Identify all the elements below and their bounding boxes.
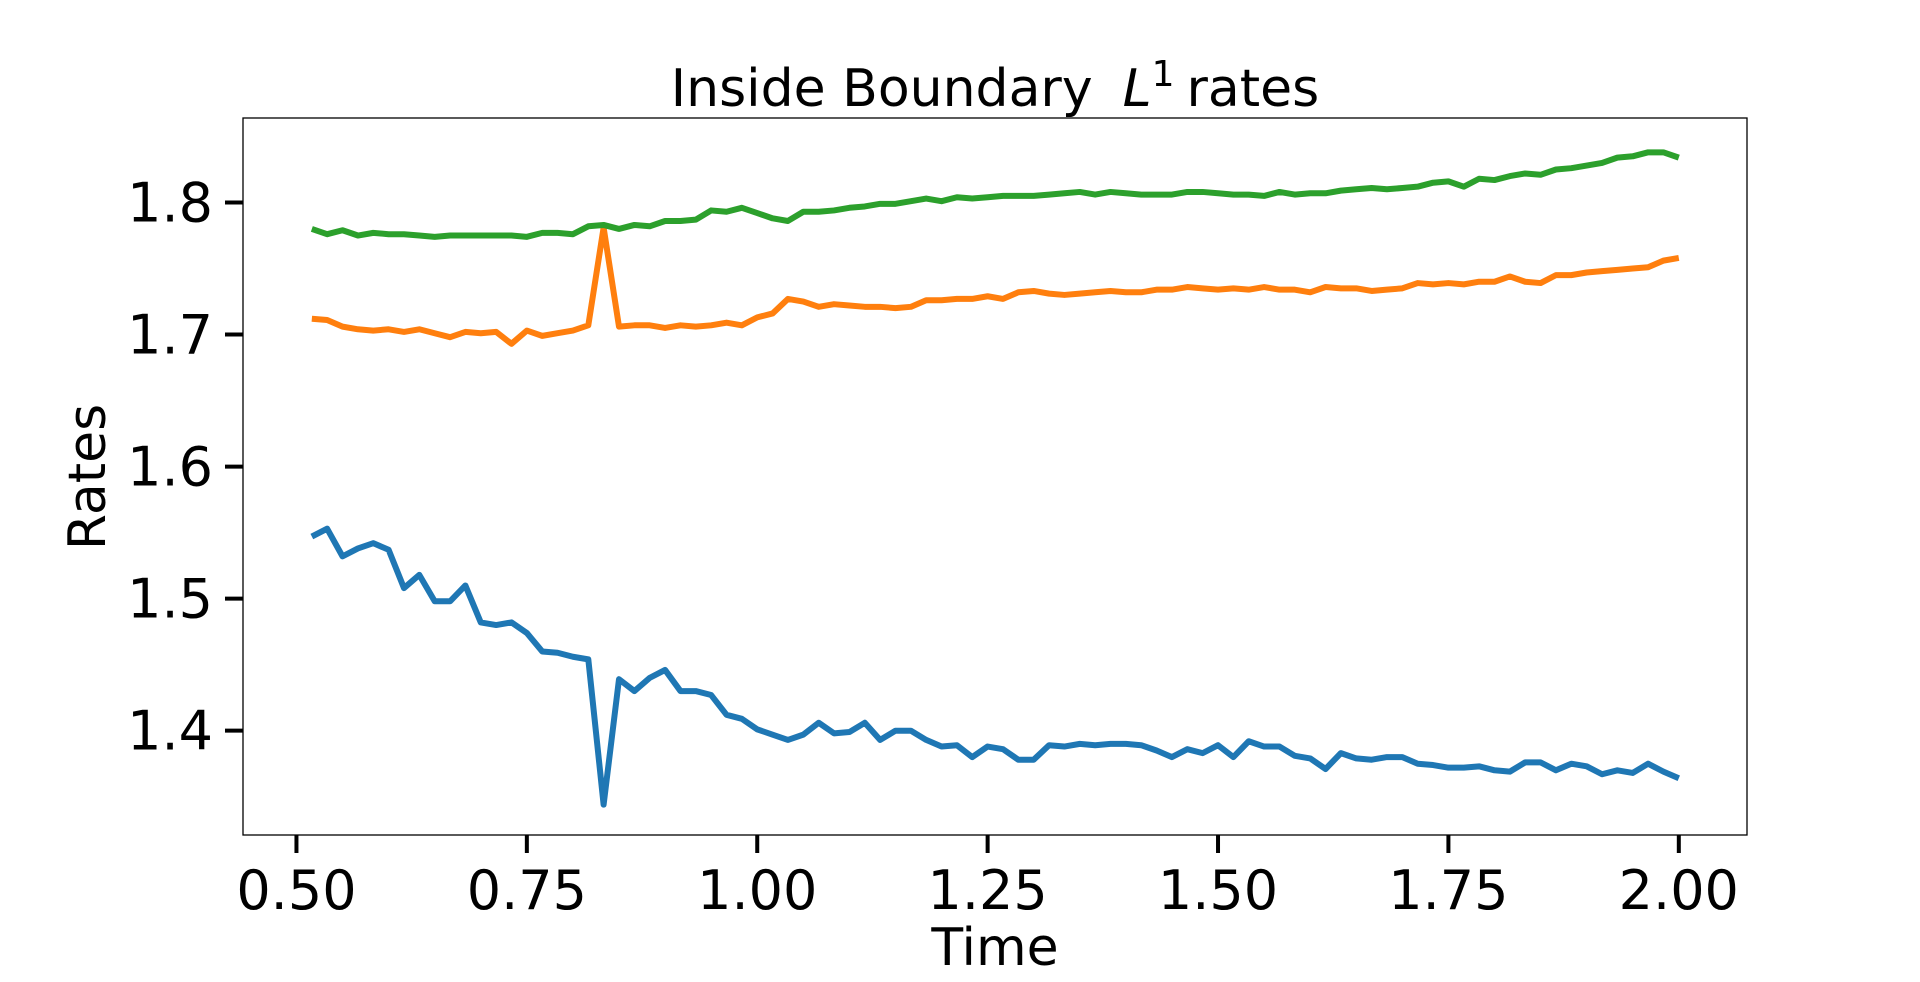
x-tick-label: 1.00 (697, 859, 817, 922)
x-tick-label: 0.50 (236, 859, 356, 922)
title-text: Inside Boundary (671, 59, 1093, 119)
series-line (311, 224, 1680, 347)
y-tick-label: 1.6 (127, 436, 213, 499)
y-tick-label: 1.5 (127, 568, 213, 631)
x-tick-label: 2.00 (1619, 859, 1739, 922)
chart-title: Inside Boundary L1 rates (671, 54, 1319, 119)
series-line (310, 525, 1680, 808)
y-axis-label: Rates (58, 404, 118, 550)
y-tick-label: 1.8 (127, 172, 213, 235)
x-tick-label: 1.50 (1158, 859, 1278, 922)
x-tick-label: 1.25 (928, 859, 1048, 922)
title-tail: rates (1186, 59, 1319, 119)
x-tick-label: 0.75 (467, 859, 587, 922)
y-tick-label: 1.4 (127, 700, 213, 763)
series-line (310, 149, 1680, 240)
x-tick-label: 1.75 (1388, 859, 1508, 922)
plot-frame (242, 117, 1748, 836)
x-axis-label: Time (930, 918, 1058, 978)
title-sup: 1 (1152, 54, 1175, 95)
y-tick-label: 1.7 (127, 304, 213, 367)
title-math: L (1123, 59, 1152, 119)
